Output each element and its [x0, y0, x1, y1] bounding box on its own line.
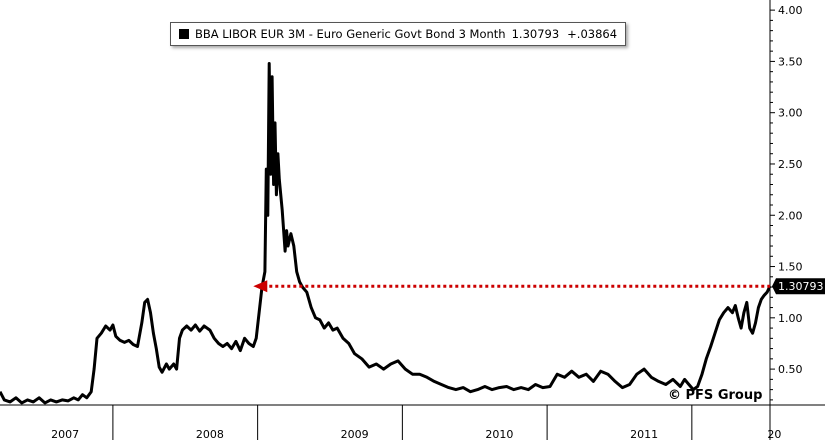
- y-axis: 0.50 1.00 1.50 2.00 2.50 3.00 3.50 4.00: [770, 4, 803, 401]
- x-tick-label-2011: 2011: [630, 428, 658, 440]
- y-tick-label-4: 2.50: [778, 158, 803, 171]
- reference-layer: [253, 280, 770, 293]
- legend-change: +.03864: [567, 27, 618, 41]
- y-tick-label-7: 4.00: [778, 4, 803, 17]
- last-value-badge-text: 1.30793: [778, 280, 824, 293]
- x-tick-label-2010: 2010: [485, 428, 513, 440]
- chart-legend: BBA LIBOR EUR 3M - Euro Generic Govt Bon…: [170, 22, 627, 46]
- reference-arrow-icon: [253, 280, 268, 293]
- x-axis: 2007 2008 2009 2010 2011 20: [51, 405, 781, 440]
- legend-last-value: 1.30793: [511, 27, 560, 41]
- series-layer: [0, 62, 772, 405]
- x-tick-label-2007: 2007: [51, 428, 79, 440]
- y-tick-label-5: 3.00: [778, 107, 803, 120]
- x-tick-label-2009: 2009: [341, 428, 369, 440]
- y-tick-label-6: 3.50: [778, 55, 803, 68]
- y-tick-label-2: 1.50: [778, 261, 803, 274]
- y-tick-label-3: 2.00: [778, 209, 803, 222]
- x-tick-label-2008: 2008: [196, 428, 224, 440]
- watermark: © PFS Group: [668, 388, 763, 403]
- y-tick-label-1: 1.00: [778, 312, 803, 325]
- series-line-0: [0, 62, 772, 405]
- last-value-badge-bg: [772, 278, 825, 295]
- x-tick-label-20: 20: [767, 428, 781, 440]
- legend-swatch-icon: [179, 29, 189, 39]
- last-value-badge: 1.30793: [772, 278, 825, 295]
- legend-series-label: BBA LIBOR EUR 3M - Euro Generic Govt Bon…: [195, 27, 506, 41]
- y-tick-label-0: 0.50: [778, 363, 803, 376]
